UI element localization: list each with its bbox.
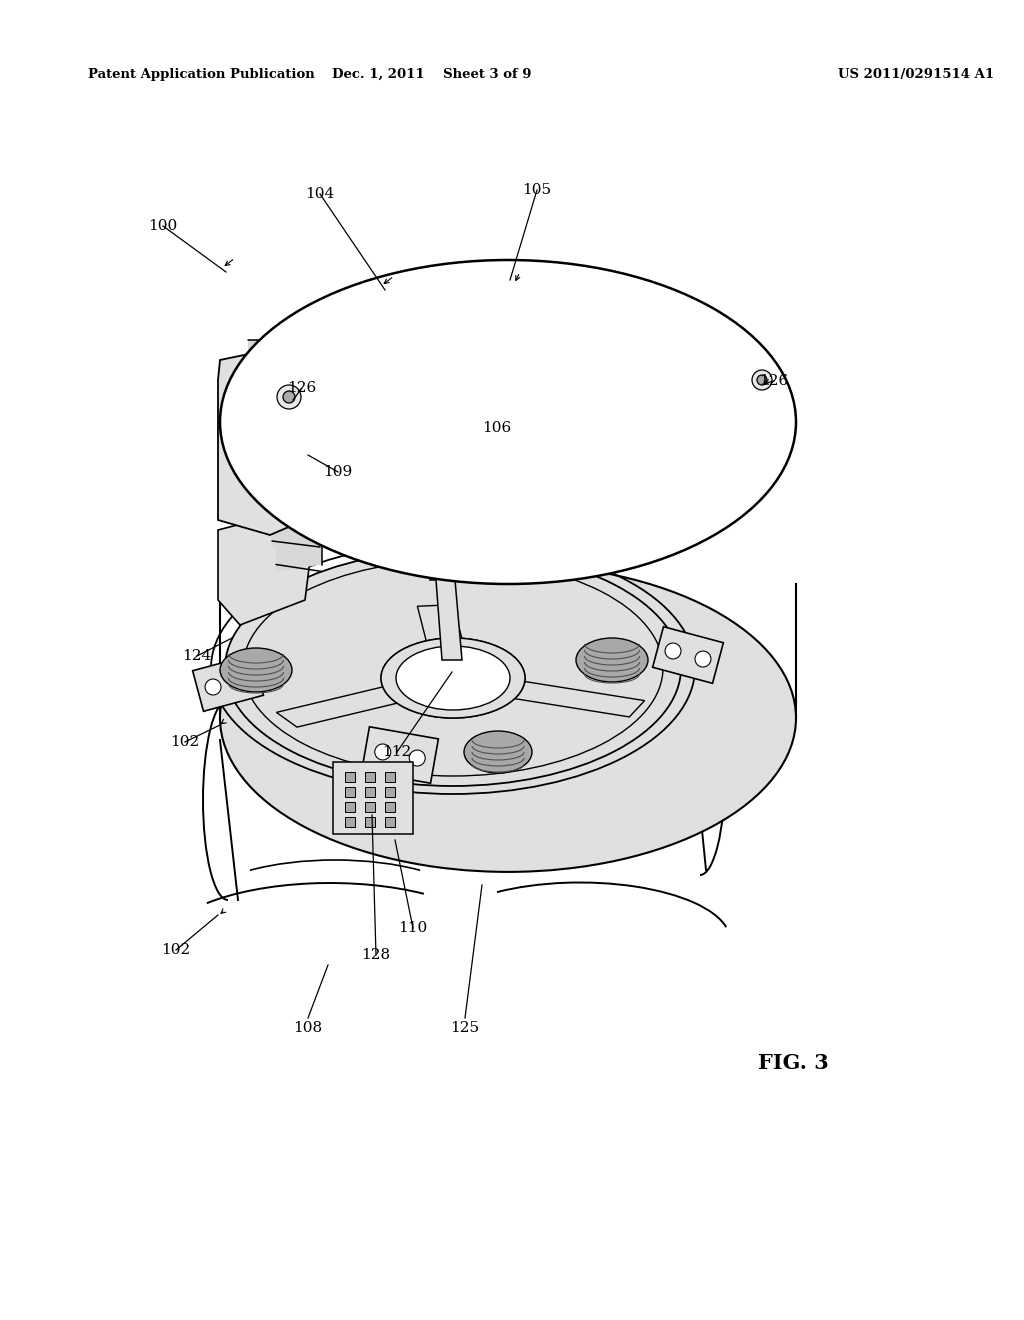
Circle shape [283, 391, 295, 403]
Ellipse shape [381, 638, 525, 718]
Ellipse shape [381, 638, 525, 718]
Circle shape [752, 370, 772, 389]
Circle shape [757, 375, 767, 385]
Polygon shape [268, 458, 318, 523]
Bar [345, 787, 355, 797]
Polygon shape [193, 655, 263, 711]
Bar [385, 817, 395, 828]
Circle shape [278, 385, 301, 409]
Bar [385, 772, 395, 781]
Text: 100: 100 [148, 219, 177, 234]
Text: 104: 104 [305, 187, 335, 201]
Text: 125: 125 [451, 1020, 479, 1035]
Text: 128: 128 [361, 948, 390, 962]
Bar [365, 772, 375, 781]
Text: 112: 112 [382, 744, 412, 759]
Text: 126: 126 [288, 381, 316, 395]
Circle shape [695, 651, 711, 667]
Text: Patent Application Publication: Patent Application Publication [88, 69, 314, 81]
Polygon shape [361, 727, 438, 783]
Text: 110: 110 [398, 921, 428, 935]
Text: 105: 105 [522, 183, 552, 197]
Polygon shape [276, 504, 322, 572]
Text: 124: 124 [182, 649, 212, 663]
Bar [385, 803, 395, 812]
Polygon shape [264, 434, 316, 498]
Text: 106: 106 [482, 421, 512, 436]
Polygon shape [272, 480, 319, 546]
Text: 126: 126 [760, 374, 788, 388]
Bar [385, 787, 395, 797]
Circle shape [205, 678, 221, 696]
Ellipse shape [220, 564, 796, 873]
Bar [365, 803, 375, 812]
Polygon shape [430, 560, 478, 660]
Bar [345, 817, 355, 828]
Ellipse shape [575, 638, 648, 682]
Bar [345, 803, 355, 812]
Text: 108: 108 [294, 1020, 323, 1035]
Ellipse shape [464, 731, 532, 774]
Text: FIG. 3: FIG. 3 [758, 1053, 828, 1073]
Ellipse shape [220, 648, 292, 692]
Bar [365, 787, 375, 797]
Text: Dec. 1, 2011    Sheet 3 of 9: Dec. 1, 2011 Sheet 3 of 9 [332, 69, 531, 81]
Polygon shape [511, 681, 644, 717]
Polygon shape [276, 686, 404, 727]
Ellipse shape [396, 645, 510, 710]
Text: 102: 102 [162, 942, 190, 957]
Circle shape [410, 750, 425, 766]
Polygon shape [252, 363, 310, 425]
Ellipse shape [225, 550, 681, 785]
Circle shape [665, 643, 681, 659]
Polygon shape [418, 605, 465, 651]
Text: 102: 102 [170, 735, 200, 748]
Polygon shape [652, 627, 723, 684]
Text: 109: 109 [324, 465, 352, 479]
FancyBboxPatch shape [333, 762, 413, 834]
Bar [345, 772, 355, 781]
Polygon shape [248, 341, 308, 400]
Text: US 2011/0291514 A1: US 2011/0291514 A1 [838, 69, 994, 81]
Ellipse shape [220, 260, 796, 583]
Polygon shape [218, 345, 305, 535]
Bar [365, 817, 375, 828]
Circle shape [234, 671, 251, 686]
Polygon shape [256, 387, 312, 449]
Polygon shape [218, 510, 310, 624]
Circle shape [375, 744, 391, 760]
Polygon shape [260, 411, 314, 474]
